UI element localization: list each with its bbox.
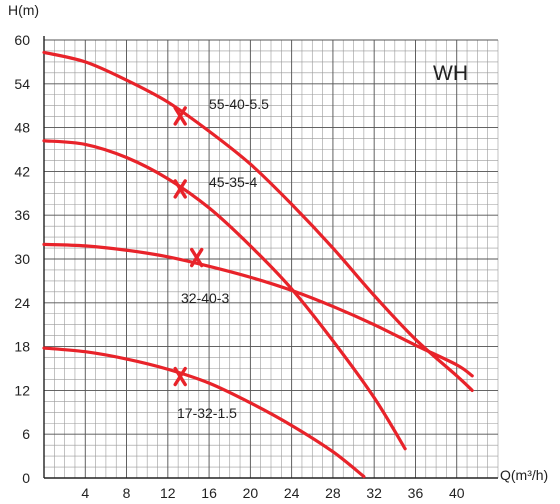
series-label-55-40-5-5: 55-40-5.5 bbox=[209, 96, 269, 112]
x-tick-label: 40 bbox=[449, 485, 465, 501]
y-tick-label: 42 bbox=[14, 163, 30, 179]
series-marker-17-32-1-5 bbox=[173, 366, 187, 387]
y-axis-title: H(m) bbox=[8, 2, 39, 18]
series-marker-45-35-4 bbox=[173, 179, 187, 199]
series-marker-55-40-5-5 bbox=[173, 106, 187, 126]
x-tick-label: 4 bbox=[81, 485, 89, 501]
x-tick-label: 32 bbox=[366, 485, 382, 501]
y-tick-label: 12 bbox=[14, 382, 30, 398]
y-tick-label: 60 bbox=[14, 32, 30, 48]
x-tick-label: 36 bbox=[408, 485, 424, 501]
marker-stroke bbox=[173, 106, 187, 126]
series-label-17-32-1-5: 17-32-1.5 bbox=[177, 405, 237, 421]
marker-stroke bbox=[190, 247, 204, 268]
marker-stroke bbox=[173, 179, 187, 199]
series-line-55-40-5-5 bbox=[42, 50, 474, 392]
markers-layer bbox=[173, 106, 204, 387]
chart-badge: WH bbox=[433, 62, 468, 85]
y-tick-label: 0 bbox=[22, 470, 30, 486]
y-tick-label: 30 bbox=[14, 251, 30, 267]
series-line-17-32-1-5 bbox=[42, 346, 366, 479]
y-tick-label: 54 bbox=[14, 76, 30, 92]
x-axis-title: Q(m³/h) bbox=[500, 467, 548, 483]
x-tick-label: 28 bbox=[325, 485, 341, 501]
labels-layer: 55-40-5.5 45-35-4 32-40-3 17-32-1.5 bbox=[177, 96, 269, 421]
x-tick-label: 20 bbox=[243, 485, 259, 501]
series-line-32-40-3 bbox=[42, 242, 474, 378]
x-tick-label: 12 bbox=[160, 485, 176, 501]
y-tick-label: 36 bbox=[14, 207, 30, 223]
y-tick-label: 48 bbox=[14, 120, 30, 136]
series-marker-32-40-3 bbox=[190, 247, 204, 268]
y-tick-label: 18 bbox=[14, 339, 30, 355]
series-layer bbox=[42, 50, 474, 479]
y-tick-label: 6 bbox=[22, 426, 30, 442]
series-label-32-40-3: 32-40-3 bbox=[181, 290, 229, 306]
marker-stroke bbox=[173, 366, 187, 387]
x-tick-label: 16 bbox=[201, 485, 217, 501]
y-tick-label: 24 bbox=[14, 295, 30, 311]
x-tick-label: 8 bbox=[123, 485, 131, 501]
series-line-45-35-4 bbox=[42, 139, 407, 451]
series-label-45-35-4: 45-35-4 bbox=[209, 174, 257, 190]
x-tick-label: 24 bbox=[284, 485, 300, 501]
